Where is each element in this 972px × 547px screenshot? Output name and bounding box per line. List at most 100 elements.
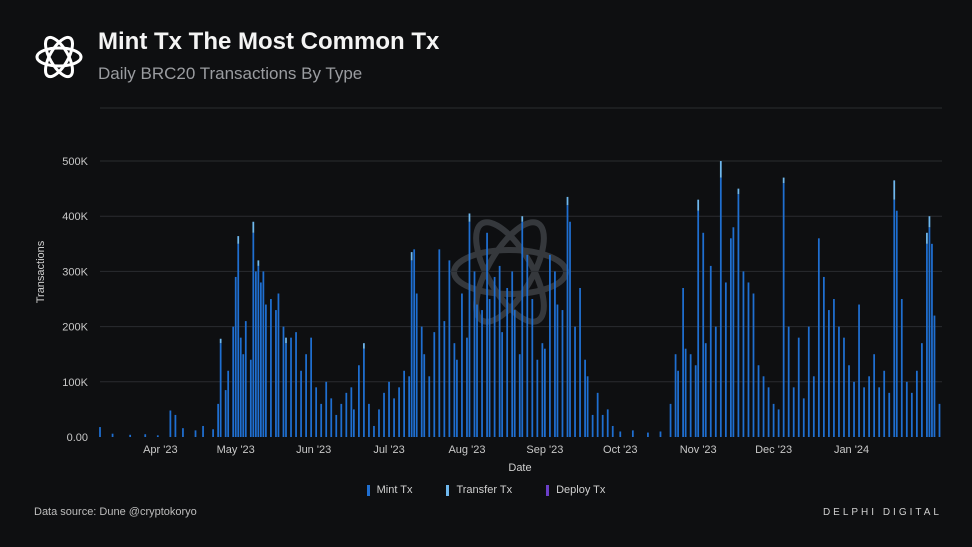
bar-mint-tx — [915, 370, 918, 437]
bar-mint-tx — [295, 332, 297, 437]
bar-mint-tx — [358, 365, 360, 437]
bar-mint-tx — [596, 392, 599, 437]
bar-mint-tx — [926, 243, 928, 437]
x-tick-label: Jun '23 — [296, 444, 331, 456]
bar-transfer-tx — [468, 213, 471, 222]
bar-mint-tx — [511, 271, 514, 437]
bar-mint-tx — [428, 376, 431, 437]
bar-mint-tx — [702, 232, 705, 437]
bar-mint-tx — [591, 414, 594, 437]
x-tick-label: Sep '23 — [526, 444, 563, 456]
bar-mint-tx — [777, 409, 780, 437]
bar-mint-tx — [473, 271, 476, 437]
bar-mint-tx — [335, 414, 338, 437]
x-tick-label: Oct '23 — [603, 444, 638, 456]
bar-mint-tx — [868, 376, 870, 437]
bar-mint-tx — [227, 370, 230, 437]
bar-mint-tx — [531, 299, 534, 437]
legend-item-deploy[interactable]: Deploy Tx — [546, 484, 605, 496]
y-tick-label: 500K — [62, 156, 88, 168]
bar-mint-tx — [320, 403, 323, 437]
bar-mint-tx — [277, 293, 280, 437]
bar-mint-tx — [129, 434, 132, 437]
x-tick-label: Jan '24 — [834, 444, 869, 456]
bar-mint-tx — [340, 403, 343, 437]
bar-mint-tx — [772, 403, 775, 437]
bar-mint-tx — [408, 376, 411, 437]
bar-mint-tx — [543, 348, 546, 437]
bar-mint-tx — [684, 348, 687, 437]
bar-mint-tx — [443, 321, 446, 437]
bar-mint-tx — [752, 293, 755, 437]
bar-mint-tx — [757, 365, 760, 437]
bar-mint-tx — [833, 299, 835, 437]
bar-mint-tx — [566, 205, 569, 437]
bar-mint-tx — [812, 376, 815, 437]
bar-mint-tx — [549, 254, 551, 437]
bar-transfer-tx — [219, 338, 222, 344]
bar-mint-tx — [259, 282, 262, 437]
bar-mint-tx — [234, 276, 237, 437]
bar-mint-tx — [242, 354, 245, 437]
bar-mint-tx — [518, 354, 521, 437]
bar-transfer-tx — [410, 252, 413, 261]
bar-mint-tx — [433, 332, 436, 437]
bar-mint-tx — [481, 310, 483, 437]
bar-mint-tx — [631, 430, 634, 437]
bar-mint-tx — [410, 260, 413, 437]
bar-transfer-tx — [257, 260, 260, 266]
bar-mint-tx — [574, 326, 576, 437]
bar-mint-tx — [905, 381, 908, 437]
bar-mint-tx — [244, 321, 247, 437]
bar-mint-tx — [350, 387, 353, 437]
bar-mint-tx — [345, 392, 348, 437]
bar-mint-tx — [420, 326, 423, 437]
bar-mint-tx — [217, 403, 220, 437]
bar-mint-tx — [330, 398, 333, 437]
bar-mint-tx — [817, 238, 820, 437]
bar-mint-tx — [393, 398, 395, 437]
x-tick-label: Dec '23 — [755, 444, 792, 456]
bar-transfer-tx — [237, 236, 240, 244]
bar-mint-tx — [900, 299, 903, 437]
bar-mint-tx — [413, 249, 416, 437]
bar-mint-tx — [921, 343, 923, 437]
bar-mint-tx — [282, 326, 285, 437]
bar-mint-tx — [561, 310, 564, 437]
bar-mint-tx — [448, 260, 451, 437]
bar-mint-tx — [252, 232, 255, 437]
bar-mint-tx — [689, 354, 692, 437]
legend-item-transfer[interactable]: Transfer Tx — [446, 484, 512, 496]
bar-transfer-tx — [737, 188, 740, 195]
bar-mint-tx — [202, 425, 204, 437]
bar-mint-tx — [931, 243, 933, 437]
legend: Mint Tx Transfer Tx Deploy Tx — [0, 484, 972, 496]
bar-mint-tx — [194, 430, 197, 437]
bar-mint-tx — [569, 221, 571, 437]
bar-mint-tx — [714, 326, 717, 437]
bar-mint-tx — [498, 265, 501, 437]
data-source: Data source: Dune @cryptokoryo — [34, 506, 197, 518]
x-tick-label: Apr '23 — [143, 444, 178, 456]
y-tick-label: 100K — [62, 377, 88, 389]
bar-transfer-tx — [697, 199, 700, 211]
bar-mint-tx — [888, 392, 891, 437]
bar-mint-tx — [285, 343, 287, 437]
legend-item-mint[interactable]: Mint Tx — [366, 484, 412, 496]
bar-transfer-tx — [566, 196, 569, 206]
bar-mint-tx — [398, 387, 400, 437]
bar-mint-tx — [461, 293, 463, 437]
bar-mint-tx — [169, 410, 172, 437]
bar-mint-tx — [363, 348, 365, 437]
x-axis-label: Date — [508, 462, 531, 474]
bar-transfer-tx — [926, 232, 928, 244]
bar-mint-tx — [647, 432, 649, 437]
legend-label-deploy: Deploy Tx — [556, 484, 606, 496]
bar-transfer-tx — [521, 216, 524, 222]
bar-mint-tx — [697, 210, 700, 437]
bar-mint-tx — [878, 387, 881, 437]
y-tick-label: 300K — [62, 266, 88, 278]
bar-mint-tx — [378, 409, 380, 437]
bar-mint-tx — [290, 337, 292, 437]
bar-transfer-tx — [719, 161, 722, 178]
